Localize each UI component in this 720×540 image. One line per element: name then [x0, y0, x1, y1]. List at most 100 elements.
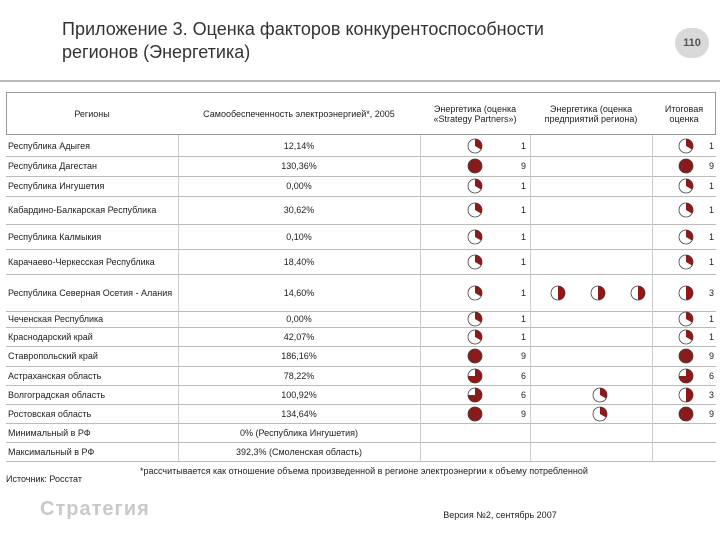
- harvey-ball: [678, 348, 694, 364]
- row-line: [6, 249, 716, 250]
- page-number: 110: [675, 28, 709, 58]
- ball-wedge: [686, 229, 693, 240]
- col-line: [178, 366, 179, 385]
- summary-label: Максимальный в РФ: [8, 446, 95, 457]
- col-line: [178, 346, 179, 366]
- col-line: [530, 346, 531, 366]
- version: Версия №2, сентябрь 2007: [443, 510, 557, 520]
- col-line: [530, 176, 531, 196]
- col-line: [420, 311, 421, 327]
- self-sufficiency: 18,40%: [283, 256, 315, 267]
- ball-wedge: [686, 138, 693, 149]
- harvey-ball: [467, 329, 483, 344]
- col-line: [530, 404, 531, 423]
- region-name: Краснодарский край: [8, 331, 93, 342]
- col-line: [178, 423, 179, 442]
- self-sufficiency: 12,14%: [283, 140, 315, 151]
- col-line: [420, 274, 421, 311]
- row-line: [6, 442, 716, 443]
- ball-wedge: [600, 387, 607, 398]
- col-line: [178, 156, 179, 176]
- ball-wedge: [468, 368, 482, 383]
- ball-wedge: [558, 285, 565, 300]
- col-line: [530, 423, 531, 442]
- header-box: [6, 92, 716, 135]
- ball-wedge: [638, 285, 645, 300]
- summary-value: 392,3% (Смоленская область): [235, 446, 363, 457]
- col-line: [178, 249, 179, 274]
- ball-wedge: [598, 285, 605, 300]
- col-line: [652, 249, 653, 274]
- sp-score: 9: [520, 408, 526, 419]
- column-header: Самообеспеченность электроэнергией*, 200…: [203, 108, 395, 119]
- footnote: *рассчитывается как отношение объема про…: [140, 466, 588, 476]
- ball-wedge: [686, 329, 693, 340]
- region-name: Астраханская область: [8, 370, 102, 381]
- ball-wedge: [475, 138, 482, 149]
- col-line: [420, 404, 421, 423]
- final-score: 1: [708, 205, 714, 215]
- col-line: [420, 196, 421, 224]
- row-line: [6, 311, 716, 312]
- col-line: [530, 327, 531, 346]
- final-score: 1: [708, 231, 714, 242]
- self-sufficiency: 134,64%: [281, 408, 317, 419]
- sp-score: 6: [520, 370, 526, 381]
- col-line: [530, 249, 531, 274]
- ball-outline: [467, 158, 483, 174]
- sp-score: 1: [520, 314, 526, 324]
- row-line: [6, 404, 716, 405]
- col-line: [530, 274, 531, 311]
- ball-outline: [467, 406, 483, 421]
- row-line: [6, 176, 716, 177]
- harvey-ball: [467, 254, 483, 269]
- ball-wedge: [686, 254, 693, 265]
- col-line: [530, 135, 531, 156]
- sp-score: 1: [520, 256, 526, 267]
- sp-score: 6: [520, 389, 526, 400]
- col-line: [530, 442, 531, 461]
- self-sufficiency: 186,16%: [281, 351, 317, 361]
- harvey-ball: [678, 178, 694, 194]
- harvey-ball: [678, 285, 694, 300]
- col-line: [178, 135, 179, 156]
- col-line: [652, 366, 653, 385]
- row-line: [6, 274, 716, 275]
- row-line: [6, 366, 716, 367]
- final-score: 9: [708, 351, 714, 361]
- col-line: [530, 366, 531, 385]
- col-line: [530, 311, 531, 327]
- ball-wedge: [686, 203, 693, 214]
- column-header: Энергетика (оценка «Strategy Partners»): [433, 103, 517, 124]
- self-sufficiency: 78,22%: [283, 370, 315, 381]
- summary-label: Минимальный в РФ: [8, 427, 91, 438]
- harvey-ball: [467, 158, 483, 174]
- col-line: [178, 224, 179, 249]
- col-line: [530, 224, 531, 249]
- ball-wedge: [475, 312, 482, 323]
- col-line: [652, 196, 653, 224]
- final-score: 1: [708, 256, 714, 267]
- row-line: [6, 385, 716, 386]
- row-line: [6, 224, 716, 225]
- ball-wedge: [686, 285, 693, 300]
- ball-wedge: [679, 368, 693, 383]
- harvey-ball: [678, 329, 694, 344]
- region-name: Ростовская область: [8, 408, 92, 419]
- region-name: Республика Дагестан: [8, 161, 97, 171]
- col-line: [652, 156, 653, 176]
- sp-score: 9: [520, 161, 526, 171]
- col-line: [530, 385, 531, 404]
- row-line: [6, 423, 716, 424]
- final-score: 1: [708, 140, 714, 151]
- region-name: Республика Северная Осетия - Алания: [8, 287, 173, 298]
- col-line: [178, 176, 179, 196]
- col-line: [652, 274, 653, 311]
- harvey-ball: [678, 368, 694, 383]
- harvey-ball: [678, 138, 694, 153]
- source: Источник: Росстат: [6, 474, 82, 484]
- ball-outline: [678, 158, 694, 174]
- ball-outline: [467, 348, 483, 364]
- sp-score: 1: [520, 231, 526, 242]
- sp-score: 9: [520, 351, 526, 361]
